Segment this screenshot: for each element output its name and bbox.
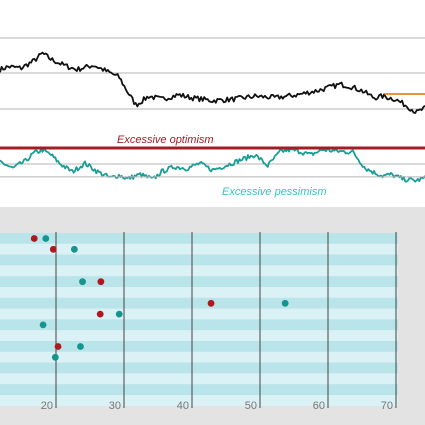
scatter-point [281, 299, 289, 307]
price-panel [0, 37, 425, 114]
row-band [0, 287, 398, 298]
scatter-point [70, 245, 78, 253]
scatter-point [42, 235, 50, 242]
x-tick-label: 60 [313, 400, 325, 412]
row-band [0, 319, 398, 331]
scatter-panel: 20 30 40 50 60 70 [0, 207, 425, 425]
scatter-point [207, 299, 215, 307]
row-band [0, 395, 398, 406]
row-band [0, 297, 398, 309]
scatter-point [77, 343, 84, 350]
x-tick-label: 70 [381, 400, 393, 412]
row-band [0, 308, 398, 320]
x-tick-label: 40 [177, 400, 189, 412]
scatter-point [96, 310, 104, 318]
x-tick-label: 30 [109, 400, 121, 412]
row-band [0, 265, 398, 277]
price-line [0, 51, 425, 114]
scatter-point [49, 245, 57, 253]
scatter-point [97, 278, 105, 286]
row-band [0, 254, 398, 266]
row-band [0, 351, 398, 363]
pessimism-label: Excessive pessimism [222, 186, 327, 198]
sentiment-line [0, 147, 425, 183]
scatter-point [115, 310, 123, 318]
row-band [0, 233, 398, 244]
scatter-point [30, 235, 38, 242]
row-band [0, 384, 398, 395]
row-band [0, 362, 398, 374]
x-tick-label: 20 [41, 400, 53, 412]
row-band [0, 276, 398, 287]
row-band [0, 243, 398, 255]
sentiment-panel: Excessive optimism Excessive pessimism [0, 134, 425, 198]
scatter-point [79, 278, 86, 286]
row-band [0, 373, 398, 385]
scatter-point [39, 321, 47, 329]
optimism-label: Excessive optimism [117, 134, 214, 146]
scatter-point [54, 343, 62, 350]
row-band [0, 341, 398, 352]
row-band [0, 330, 398, 341]
x-tick-label: 50 [245, 400, 257, 412]
scatter-point [51, 353, 59, 361]
